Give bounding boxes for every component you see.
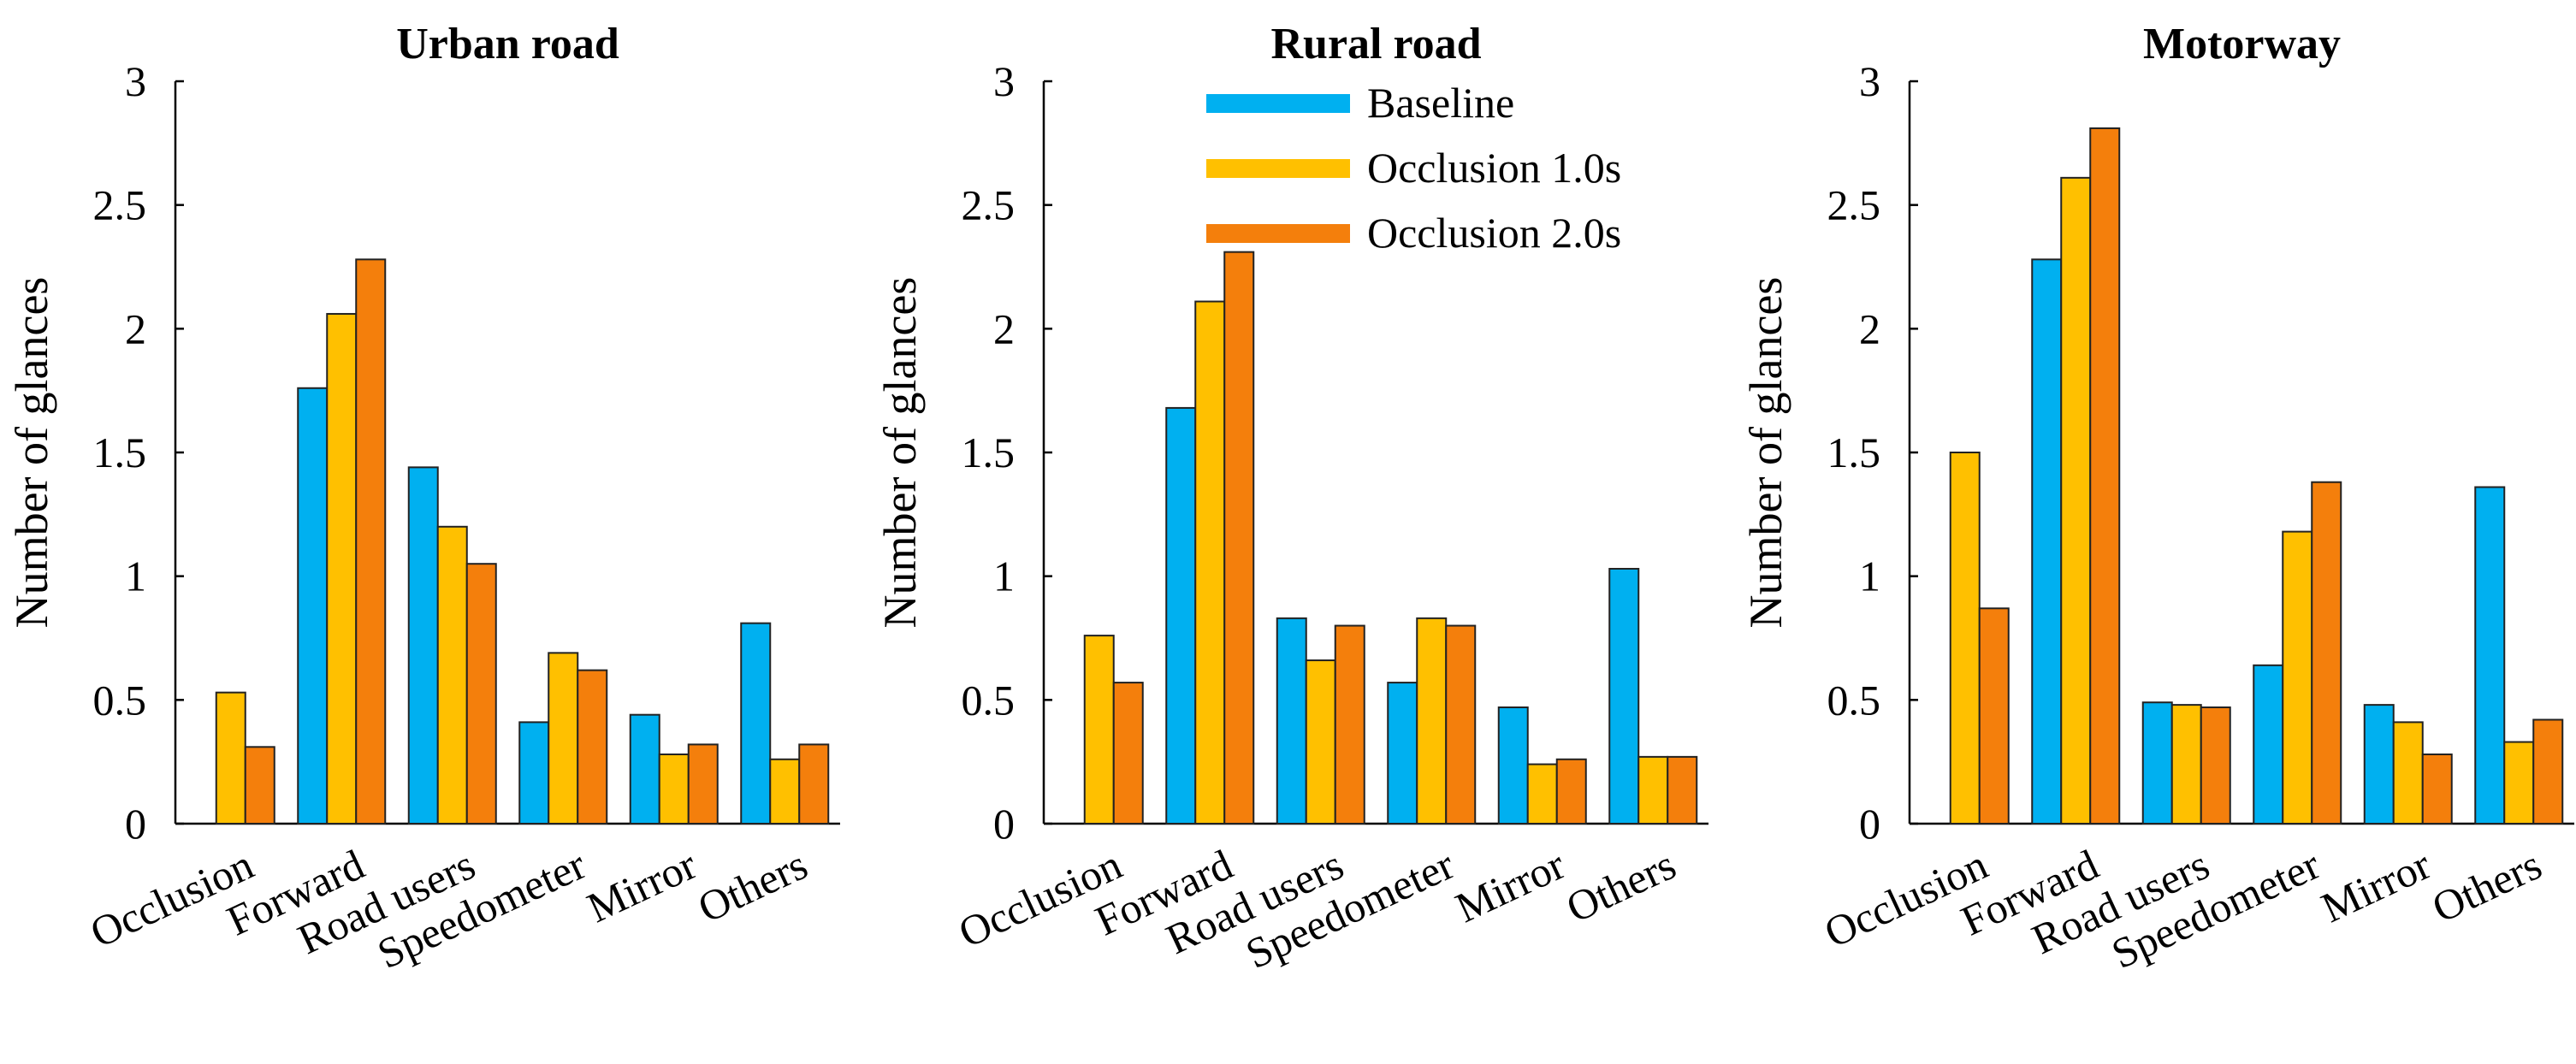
y-tick-label: 1.5 <box>962 429 1016 476</box>
bar-occlusion-1-0s-others <box>769 758 801 825</box>
bar-occlusion-1-0s-occlusion <box>215 691 246 825</box>
y-tick-label: 0.5 <box>962 676 1016 724</box>
legend-label: Occlusion 2.0s <box>1367 209 1621 257</box>
y-tick-label: 1 <box>1859 553 1880 600</box>
bar-occlusion-1-0s-speedometer <box>2282 530 2313 825</box>
bar-occlusion-2-0s-forward <box>1223 251 1255 825</box>
bar-occlusion-2-0s-occlusion <box>1978 607 2010 825</box>
bar-occlusion-1-0s-mirror <box>1526 763 1558 825</box>
y-tick-label: 0 <box>993 800 1015 848</box>
y-tick-label: 3 <box>1859 57 1880 105</box>
bar-occlusion-2-0s-occlusion <box>244 746 275 825</box>
y-tick-label: 2 <box>993 304 1015 352</box>
legend: Baseline Occlusion 1.0s Occlusion 2.0s <box>1206 79 1621 257</box>
y-tick-label: 1.5 <box>1827 429 1881 476</box>
bar-occlusion-2-0s-speedometer <box>577 669 608 825</box>
bar-baseline-mirror <box>2363 704 2395 825</box>
bar-occlusion-2-0s-mirror <box>1555 758 1587 825</box>
bar-baseline-forward <box>2031 258 2063 825</box>
bar-occlusion-2-0s-forward <box>2089 127 2121 825</box>
bar-occlusion-2-0s-speedometer <box>1445 624 1477 825</box>
bar-occlusion-1-0s-forward <box>326 312 358 825</box>
bar-baseline-mirror <box>629 713 660 825</box>
bar-occlusion-1-0s-occlusion <box>1083 635 1115 825</box>
bar-occlusion-2-0s-mirror <box>687 743 719 825</box>
bar-occlusion-1-0s-forward <box>2060 176 2092 825</box>
bar-occlusion-2-0s-road-users <box>465 563 497 825</box>
y-tick-label: 1 <box>125 553 146 600</box>
bar-occlusion-2-0s-forward <box>355 258 387 825</box>
bar-occlusion-1-0s-road-users <box>1305 659 1336 825</box>
bar-occlusion-1-0s-speedometer <box>1416 617 1448 825</box>
bar-occlusion-1-0s-others <box>1637 755 1669 825</box>
bar-occlusion-2-0s-mirror <box>2421 753 2453 825</box>
panel-title: Motorway <box>2143 20 2341 68</box>
y-axis-label: Number of glances <box>6 277 57 629</box>
bar-occlusion-1-0s-forward <box>1194 300 1226 825</box>
bar-baseline-others <box>2474 486 2506 825</box>
panel-title: Urban road <box>396 20 619 68</box>
y-axis-label: Number of glances <box>1740 277 1791 629</box>
bar-occlusion-1-0s-road-users <box>2170 704 2202 825</box>
bar-baseline-others <box>740 622 772 825</box>
bar-baseline-speedometer <box>2253 664 2284 825</box>
legend-label: Occlusion 1.0s <box>1367 144 1621 192</box>
y-tick-label: 2.5 <box>93 181 147 229</box>
bar-occlusion-2-0s-others <box>2532 718 2564 825</box>
bar-baseline-road-users <box>407 466 439 825</box>
bar-baseline-others <box>1608 567 1640 825</box>
bar-occlusion-2-0s-speedometer <box>2311 481 2342 825</box>
panel-title: Rural road <box>1270 20 1481 68</box>
bar-baseline-mirror <box>1497 706 1529 825</box>
bar-occlusion-1-0s-mirror <box>2392 721 2424 825</box>
bar-baseline-road-users <box>2141 701 2173 825</box>
y-axis-label: Number of glances <box>874 277 926 629</box>
legend-label: Baseline <box>1367 79 1514 127</box>
bar-occlusion-1-0s-speedometer <box>548 652 579 825</box>
y-tick-label: 0.5 <box>93 676 147 724</box>
bar-occlusion-1-0s-others <box>2503 741 2535 825</box>
y-tick-label: 0 <box>1859 800 1880 848</box>
y-tick-label: 2.5 <box>1827 181 1881 229</box>
bar-occlusion-1-0s-mirror <box>658 753 690 825</box>
bar-occlusion-2-0s-road-users <box>1334 624 1365 825</box>
y-tick-label: 0.5 <box>1827 676 1881 724</box>
y-tick-label: 1.5 <box>93 429 147 476</box>
bar-baseline-road-users <box>1276 617 1307 825</box>
bar-occlusion-2-0s-road-users <box>2200 706 2231 825</box>
bar-baseline-speedometer <box>518 721 550 825</box>
bar-occlusion-2-0s-occlusion <box>1112 682 1144 825</box>
bar-occlusion-1-0s-road-users <box>436 525 468 825</box>
bar-occlusion-2-0s-others <box>798 743 830 825</box>
y-tick-label: 2 <box>125 304 146 352</box>
y-tick-label: 0 <box>125 800 146 848</box>
y-tick-label: 3 <box>993 57 1015 105</box>
y-tick-label: 3 <box>125 57 146 105</box>
y-tick-label: 1 <box>993 553 1015 600</box>
bar-baseline-forward <box>297 387 329 825</box>
bar-occlusion-1-0s-occlusion <box>1949 452 1981 825</box>
bar-occlusion-2-0s-others <box>1667 755 1698 825</box>
bar-baseline-forward <box>1165 406 1197 825</box>
y-tick-label: 2 <box>1859 304 1880 352</box>
bar-baseline-speedometer <box>1387 682 1418 825</box>
y-tick-label: 2.5 <box>962 181 1016 229</box>
